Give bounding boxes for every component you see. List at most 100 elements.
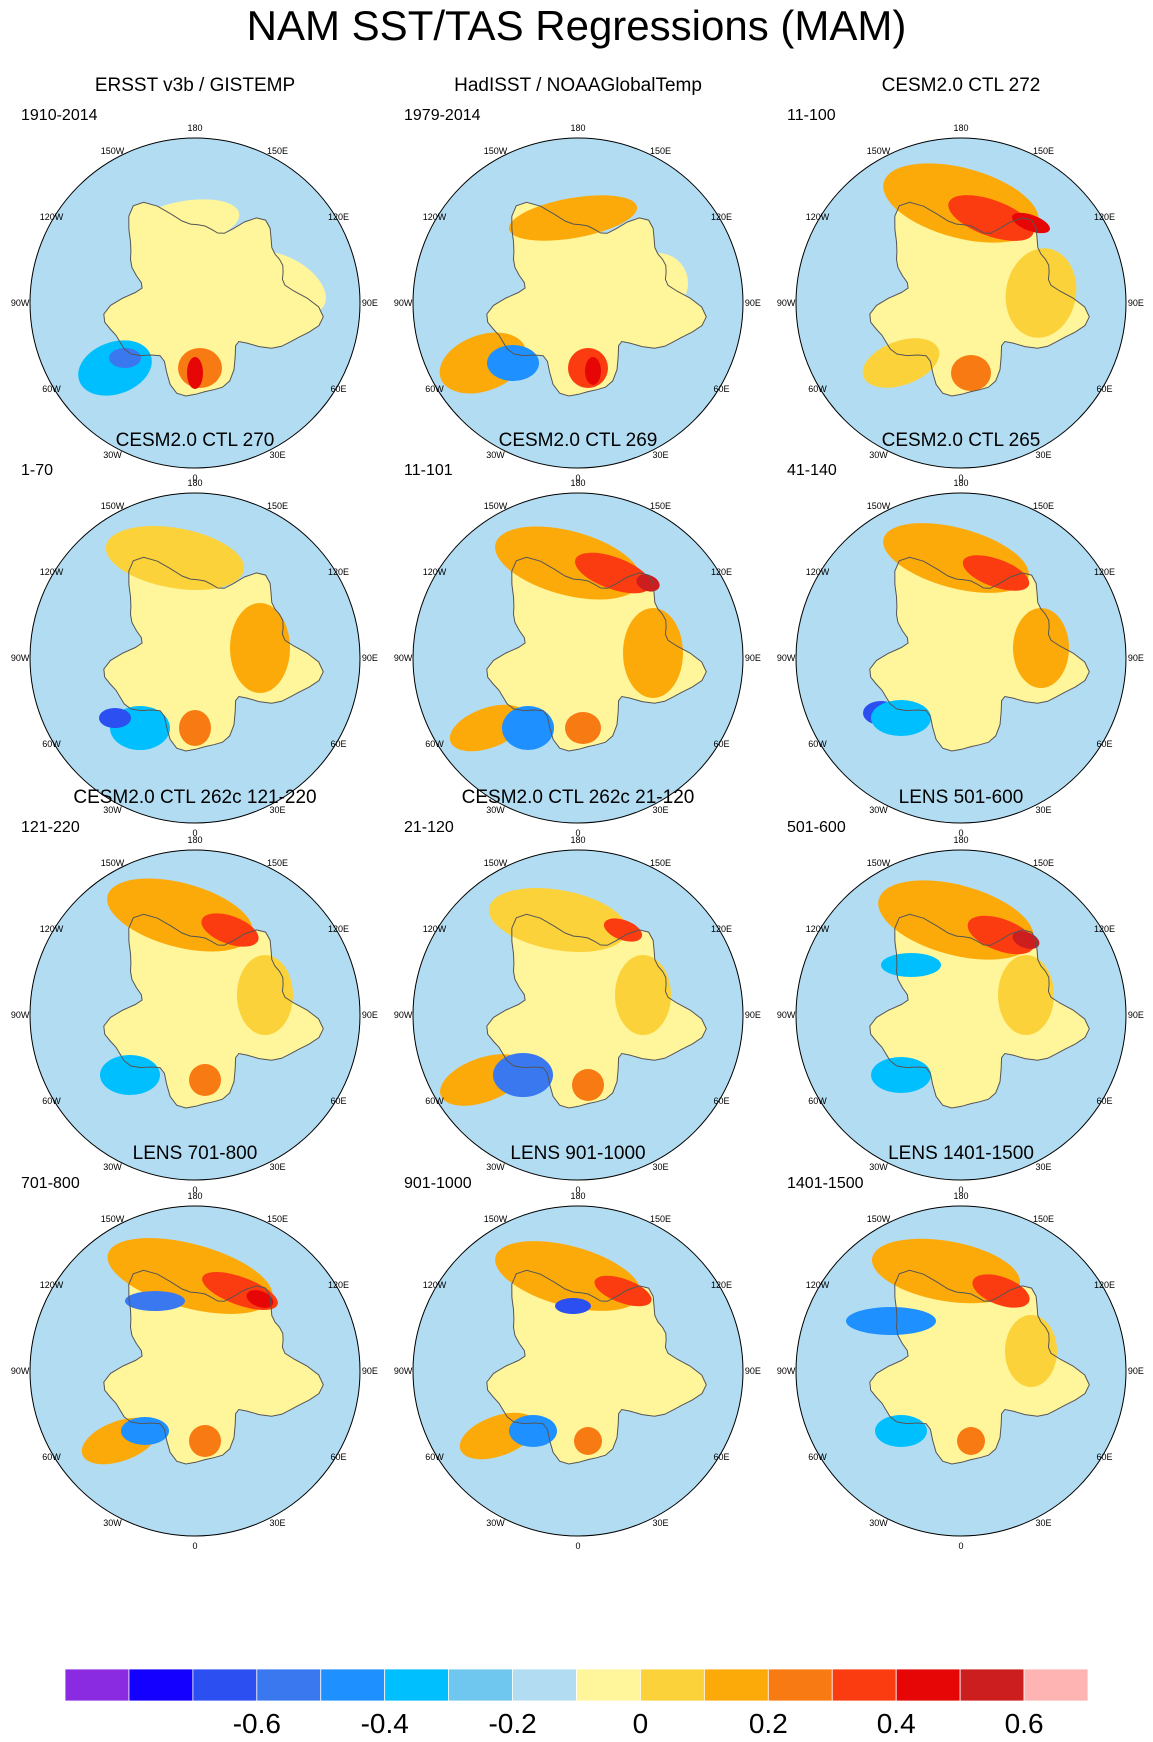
longitude-label: 30W (486, 1518, 505, 1528)
panel-period: 11-101 (404, 462, 453, 479)
longitude-label: 60E (714, 384, 730, 394)
longitude-label: 120W (423, 567, 447, 577)
anomaly-contour (99, 708, 131, 728)
colorbar-swatch (895, 1668, 961, 1702)
panel-title: LENS 901-1000 (510, 1143, 646, 1164)
polar-map: 180 150W 150E 120W 120E 90W 90E 60W 60E 30W 30E 0 (11, 478, 378, 838)
longitude-label: 0 (192, 473, 197, 483)
longitude-label: 120E (328, 924, 349, 934)
longitude-label: 120E (1094, 212, 1115, 222)
longitude-label: 30W (103, 1162, 122, 1172)
longitude-label: 90W (11, 653, 30, 663)
longitude-label: 30W (103, 1518, 122, 1528)
colorbar-tick-label: 0.2 (748, 1708, 788, 1739)
longitude-label: 180 (570, 1191, 585, 1201)
longitude-label: 90W (777, 298, 796, 308)
anomaly-contour (244, 251, 326, 315)
longitude-label: 120E (711, 1280, 732, 1290)
map-border (29, 492, 361, 824)
longitude-label: 30E (652, 1162, 668, 1172)
longitude-label: 0 (958, 828, 963, 838)
longitude-label: 150W (484, 146, 508, 156)
longitude-label: 150E (267, 1214, 288, 1224)
map-panel: CESM2.0 CTL 262c 21-120 180 150W 150E 120W 12… (388, 787, 768, 1195)
longitude-label: 30E (652, 805, 668, 815)
colorbar-swatch (256, 1668, 322, 1702)
map-panel: LENS 901-1000 180 150W 150E 120W 120E 90W 90E 60… (388, 1143, 768, 1551)
longitude-label: 120E (328, 212, 349, 222)
longitude-label: 30W (486, 450, 505, 460)
polar-map: 180 150W 150E 120W 120E 90W 90E 60W 60E 30W 30E 0 (394, 835, 761, 1195)
longitude-label: 120W (423, 212, 447, 222)
anomaly-contour (201, 913, 259, 947)
anomaly-contour (881, 953, 941, 977)
longitude-label: 120W (423, 924, 447, 934)
panel-period: 1401-1500 (787, 1175, 864, 1192)
figure-title: NAM SST/TAS Regressions (MAM) (246, 2, 907, 49)
longitude-label: 0 (958, 473, 963, 483)
longitude-label: 120E (1094, 1280, 1115, 1290)
longitude-label: 150W (101, 501, 125, 511)
anomaly-contour (109, 348, 141, 368)
longitude-label: 90W (11, 298, 30, 308)
colorbar-swatch (959, 1668, 1025, 1702)
anomaly-contour (628, 253, 688, 313)
longitude-label: 30W (869, 805, 888, 815)
longitude-label: 30E (1035, 1518, 1051, 1528)
longitude-label: 180 (570, 478, 585, 488)
coastline (869, 913, 1090, 1109)
longitude-label: 60E (1097, 384, 1113, 394)
longitude-label: 90E (745, 1366, 761, 1376)
longitude-label: 150E (267, 501, 288, 511)
panel-title: LENS 1401-1500 (888, 1143, 1034, 1164)
longitude-label: 180 (187, 835, 202, 845)
longitude-label: 150E (267, 146, 288, 156)
coastline (869, 201, 1090, 397)
longitude-label: 30E (1035, 1162, 1051, 1172)
colorbar-swatch (128, 1668, 194, 1702)
anomaly-contour (871, 700, 931, 736)
longitude-label: 180 (570, 123, 585, 133)
map-panel: CESM2.0 CTL 262c 121-220 180 150W 150E 120W 1… (5, 787, 385, 1195)
longitude-label: 90W (11, 1366, 30, 1376)
map-panel: LENS 501-600 180 150W 150E 120W 120E 90W 90E 60W… (771, 787, 1151, 1195)
panel-title: CESM2.0 CTL 270 (115, 430, 275, 451)
anomaly-contour (615, 955, 671, 1035)
longitude-label: 150W (101, 1214, 125, 1224)
longitude-label: 60E (1097, 739, 1113, 749)
map-border (29, 849, 361, 1181)
longitude-label: 0 (192, 1185, 197, 1195)
longitude-label: 60W (808, 1096, 827, 1106)
longitude-label: 60E (1097, 1096, 1113, 1106)
coastline (869, 1269, 1090, 1465)
longitude-label: 60E (331, 1096, 347, 1106)
coastline (869, 556, 1090, 752)
colorbar-swatch (831, 1668, 897, 1702)
longitude-label: 90E (1128, 298, 1144, 308)
longitude-label: 120W (40, 212, 64, 222)
longitude-label: 120E (1094, 567, 1115, 577)
panel-title: LENS 501-600 (898, 787, 1024, 808)
longitude-label: 60W (808, 384, 827, 394)
longitude-label: 90E (1128, 653, 1144, 663)
map-border (795, 492, 1127, 824)
longitude-label: 90W (394, 1010, 413, 1020)
longitude-label: 120W (806, 924, 830, 934)
map-border (412, 137, 744, 469)
polar-map: 180 150W 150E 120W 120E 90W 90E 60W 60E 30W 30E 0 (394, 478, 761, 838)
longitude-label: 0 (575, 1541, 580, 1551)
longitude-label: 120E (1094, 924, 1115, 934)
longitude-label: 60E (331, 739, 347, 749)
longitude-label: 180 (187, 478, 202, 488)
polar-map: 180 150W 150E 120W 120E 90W 90E 60W 60E 30W 30E 0 (777, 123, 1144, 483)
longitude-label: 150W (867, 858, 891, 868)
map-border (412, 492, 744, 824)
longitude-label: 60W (42, 739, 61, 749)
panel-period: 21-120 (404, 819, 454, 836)
anomaly-contour (100, 1055, 160, 1095)
anomaly-contour (1013, 608, 1069, 688)
longitude-label: 30E (652, 1518, 668, 1528)
longitude-label: 180 (570, 835, 585, 845)
coastline (103, 556, 324, 752)
longitude-label: 180 (953, 1191, 968, 1201)
